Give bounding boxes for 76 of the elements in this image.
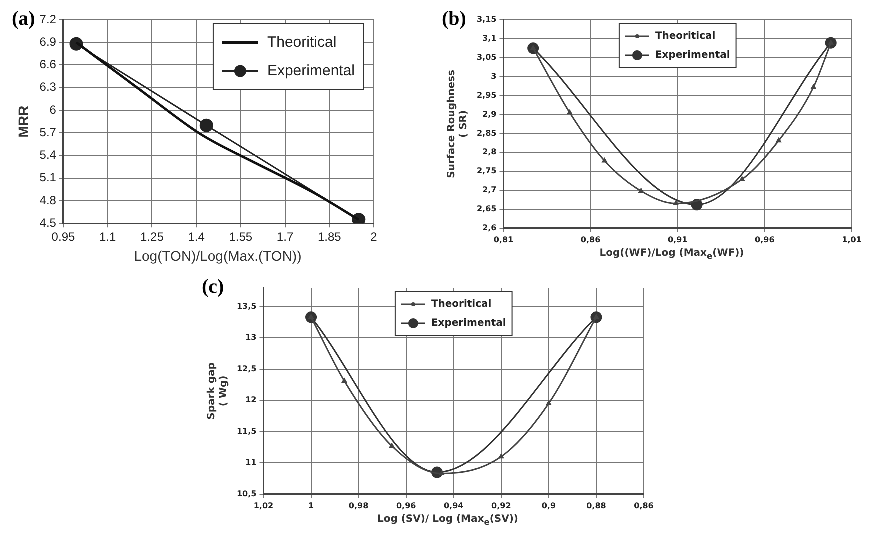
y-tick-label: 4.5 <box>40 216 57 230</box>
legend-label: Theoritical <box>431 299 492 310</box>
y-tick-label: 3,15 <box>476 15 498 24</box>
y-tick-label: 2,6 <box>482 223 498 232</box>
x-axis-title: Log (SV)/ Log (Max$_{e}$(SV)) <box>376 514 520 527</box>
y-axis-title: Surface Roughness ( SR) <box>446 70 470 178</box>
legend-label: Experimental <box>267 62 356 80</box>
y-tick-label: 2,7 <box>482 186 497 195</box>
y-tick-label: 13 <box>246 333 257 342</box>
point <box>440 471 444 476</box>
y-tick-label: 3,1 <box>482 34 498 44</box>
point <box>342 378 348 383</box>
point <box>390 443 395 448</box>
y-tick-label: 6.9 <box>40 34 57 49</box>
y-tick-label: 2,9 <box>482 110 498 119</box>
y-tick-label: 6.3 <box>40 80 57 94</box>
point <box>674 201 679 206</box>
y-tick-label: 2,65 <box>476 204 498 214</box>
point <box>602 158 608 163</box>
x-tick-label: 0,98 <box>348 501 370 510</box>
point <box>546 400 552 406</box>
x-tick-label: 0,91 <box>668 235 688 244</box>
x-axis-title: Log(TON)/Log(Max.(TON)) <box>133 248 303 264</box>
y-tick-label: 2,8 <box>482 148 498 157</box>
y-tick-label: 13,5 <box>236 302 258 311</box>
x-tick-label: 1.1 <box>100 230 117 244</box>
y-tick-label: 5.4 <box>40 148 57 162</box>
x-tick-label: 1.7 <box>276 230 294 244</box>
y-tick-label: 5.7 <box>40 125 57 140</box>
y-tick-label: 7.2 <box>40 12 57 26</box>
x-tick-label: 1 <box>308 501 314 510</box>
y-tick-label: 3,05 <box>476 52 498 62</box>
x-tick-label: 1.4 <box>188 230 206 244</box>
x-tick-label: 1.55 <box>229 230 253 244</box>
x-tick-label: 0,81 <box>494 235 514 244</box>
point <box>811 84 816 90</box>
x-axis-title: Log((WF)/Log (Max$_{e}$(WF)) <box>598 248 746 261</box>
legend-label: Experimental <box>655 50 730 62</box>
legend-label: Theoritical <box>267 34 337 51</box>
x-tick-label: 1.25 <box>140 230 164 244</box>
point <box>200 118 214 132</box>
x-tick-label: 2 <box>370 230 378 244</box>
x-tick-label: 1,01 <box>842 235 862 244</box>
y-tick-label: 11 <box>246 458 258 468</box>
chart-title: (c) <box>202 276 224 299</box>
x-tick-label: 0,96 <box>396 501 417 510</box>
x-tick-label: 0,86 <box>634 501 654 510</box>
y-tick-label: 6.6 <box>40 58 57 72</box>
x-tick-label: 0,9 <box>542 501 556 510</box>
chart-title: (a) <box>12 8 36 31</box>
chart-title: (b) <box>442 8 466 31</box>
point <box>740 176 745 182</box>
y-tick-label: 5.1 <box>40 170 57 185</box>
x-tick-label: 0,92 <box>492 501 512 510</box>
legend-label: Experimental <box>431 318 506 330</box>
y-tick-label: 2,95 <box>476 90 498 100</box>
point <box>498 454 504 459</box>
y-tick-label: 11,5 <box>236 426 258 436</box>
x-tick-label: 1.85 <box>318 230 342 244</box>
x-tick-label: 0,94 <box>444 501 464 510</box>
y-tick-label: 10,5 <box>236 489 258 498</box>
x-tick-label: 0,88 <box>586 501 607 510</box>
y-tick-label: 2,85 <box>476 128 498 138</box>
y-axis-title: Spark gap ( Wg) <box>206 362 230 420</box>
y-axis-title: MRR <box>15 106 32 138</box>
y-tick-label: 4.8 <box>40 193 57 208</box>
y-tick-label: 12,5 <box>236 364 258 374</box>
legend-label: Theoritical <box>655 31 716 42</box>
x-tick-label: 0,96 <box>755 235 776 244</box>
y-tick-label: 6 <box>50 102 57 117</box>
x-tick-label: 0,86 <box>580 235 602 244</box>
y-tick-label: 12 <box>246 396 257 405</box>
x-tick-label: 0.95 <box>52 230 76 244</box>
y-tick-label: 2,75 <box>476 166 498 176</box>
y-tick-label: 3 <box>491 72 497 81</box>
x-tick-label: 1,02 <box>254 501 274 510</box>
